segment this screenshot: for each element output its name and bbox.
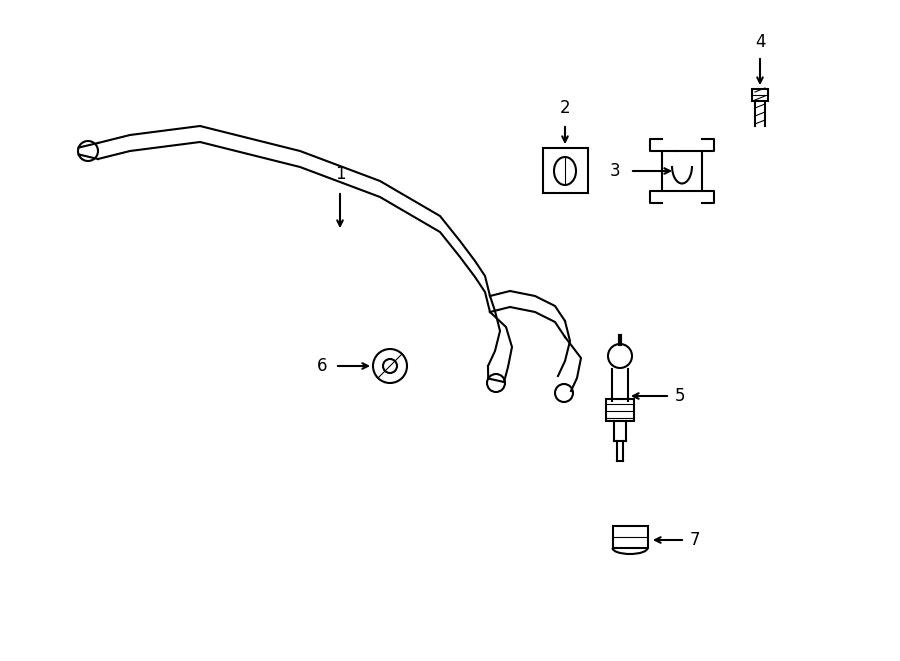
Bar xyxy=(752,89,768,101)
Bar xyxy=(613,526,648,548)
Bar xyxy=(606,399,634,421)
Text: 2: 2 xyxy=(560,99,571,117)
Text: 4: 4 xyxy=(755,33,765,51)
Text: 1: 1 xyxy=(335,165,346,183)
Text: 7: 7 xyxy=(690,531,700,549)
Text: 3: 3 xyxy=(609,162,620,180)
Bar xyxy=(543,148,588,193)
Text: 5: 5 xyxy=(675,387,686,405)
Text: 6: 6 xyxy=(317,357,327,375)
